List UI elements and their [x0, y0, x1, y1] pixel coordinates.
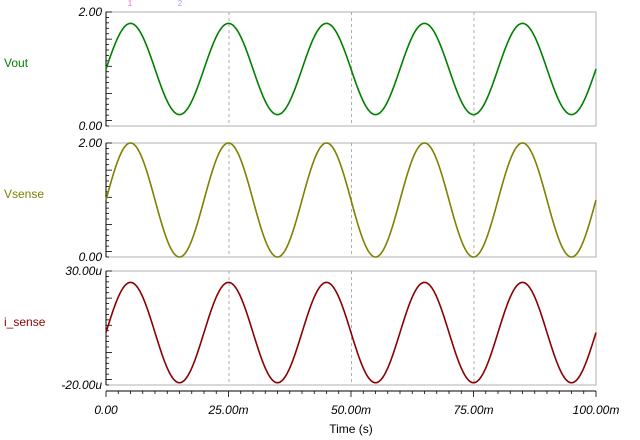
y-tick-label-bottom: -20.00u — [61, 378, 102, 392]
top-marker: 2 — [178, 0, 183, 8]
y-tick-label-bottom: 0.00 — [79, 119, 103, 133]
series-line — [105, 142, 597, 258]
x-tick-label: 50.00m — [331, 403, 371, 417]
x-tick-label: 100.00m — [573, 403, 620, 417]
y-tick-label-bottom: 0.00 — [79, 250, 103, 264]
panel-vsense: 2.00 0.00 Vsense — [4, 136, 597, 264]
x-tick-label: 75.00m — [453, 403, 493, 417]
panel-frame — [105, 270, 597, 386]
series-label: i_sense — [4, 315, 46, 329]
top-marker: 1 — [128, 0, 133, 8]
x-axis-title: Time (s) — [329, 422, 373, 436]
panel-i-sense: 30.00u -20.00u i_sense — [4, 264, 597, 392]
series-label: Vout — [4, 56, 29, 70]
y-tick-label-top: 2.00 — [78, 5, 103, 19]
y-tick-label-top: 30.00u — [65, 264, 102, 278]
x-tick-label: 25.00m — [207, 403, 248, 417]
series-label: Vsense — [4, 187, 44, 201]
series-line — [105, 281, 597, 384]
x-tick-label: 0.00 — [94, 403, 118, 417]
series-line — [105, 22, 597, 116]
y-tick-label-top: 2.00 — [78, 136, 103, 150]
panel-vout: 2.00 0.00 Vout — [4, 5, 597, 133]
